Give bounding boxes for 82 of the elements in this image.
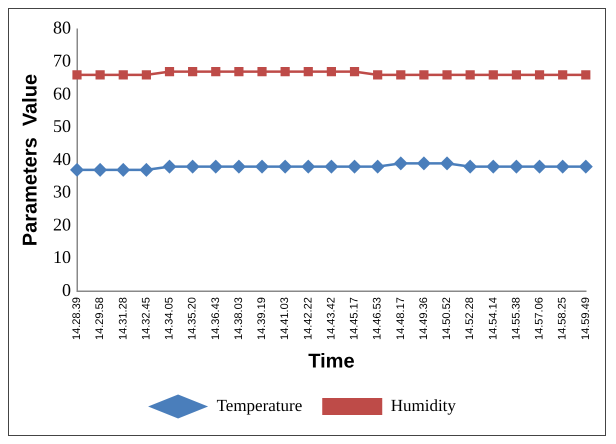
point xyxy=(188,67,198,76)
x-tick-label: 14.32.45 xyxy=(140,297,152,340)
x-tick-label: 14.35.20 xyxy=(186,297,199,340)
y-tick-label: 0 xyxy=(62,280,71,300)
point xyxy=(142,70,151,80)
point xyxy=(93,162,108,177)
point xyxy=(70,162,84,177)
point xyxy=(255,160,270,174)
legend-label: Temperature xyxy=(216,396,302,415)
x-tick-label: 14.49.36 xyxy=(418,297,430,340)
point xyxy=(72,70,82,80)
y-tick-label: 60 xyxy=(53,83,71,104)
point xyxy=(581,70,590,80)
x-tick-label: 14.58.25 xyxy=(556,297,569,340)
point xyxy=(232,160,246,174)
point xyxy=(326,67,336,76)
point xyxy=(416,156,431,170)
x-tick-label: 14.46.53 xyxy=(372,297,384,340)
x-tick-label: 14.36.43 xyxy=(210,297,222,340)
y-tick-label: 70 xyxy=(53,50,71,71)
point xyxy=(486,160,500,174)
y-axis-title: Parameters Value xyxy=(20,74,42,246)
point xyxy=(578,160,593,174)
x-tick-label: 14.41.03 xyxy=(279,297,292,340)
x-tick-label: 14.54.14 xyxy=(487,297,500,340)
y-tick-label: 50 xyxy=(53,116,71,136)
point xyxy=(396,70,406,80)
point xyxy=(558,70,568,80)
point xyxy=(278,160,292,174)
point xyxy=(556,160,570,174)
point xyxy=(324,160,338,174)
point xyxy=(440,156,454,170)
y-tick-label: 30 xyxy=(53,182,71,202)
point xyxy=(164,67,174,76)
point xyxy=(509,160,524,174)
point xyxy=(350,67,360,76)
point xyxy=(211,67,220,76)
x-tick-label: 14.42.22 xyxy=(302,297,314,340)
point xyxy=(96,70,105,80)
point xyxy=(208,160,223,174)
point xyxy=(257,67,267,76)
x-tick-label: 14.39.19 xyxy=(256,297,268,340)
point xyxy=(162,160,177,174)
point xyxy=(116,162,130,177)
point xyxy=(348,160,362,174)
x-tick-label: 14.29.58 xyxy=(94,297,106,340)
point xyxy=(512,70,522,80)
x-tick-label: 14.45.17 xyxy=(348,297,361,340)
point xyxy=(419,70,429,80)
point xyxy=(463,160,478,174)
x-tick-label: 14.31.28 xyxy=(117,297,130,340)
x-tick-label: 14.38.03 xyxy=(232,297,245,340)
point xyxy=(139,162,154,177)
y-tick-label: 10 xyxy=(53,247,71,268)
x-tick-label: 14.48.17 xyxy=(394,297,407,340)
point xyxy=(466,70,475,80)
x-tick-label: 14.28.39 xyxy=(71,297,84,340)
x-tick-label: 14.59.49 xyxy=(580,297,592,340)
point xyxy=(118,70,128,80)
point xyxy=(370,160,385,174)
point xyxy=(280,67,290,76)
x-tick-label: 14.52.28 xyxy=(464,297,476,340)
point xyxy=(442,70,452,80)
x-tick-label: 14.50.52 xyxy=(441,297,454,340)
point xyxy=(186,160,200,174)
point xyxy=(234,67,244,76)
point xyxy=(394,156,408,170)
point xyxy=(304,67,313,76)
x-tick-label: 14.55.38 xyxy=(510,297,522,340)
x-tick-label: 14.34.05 xyxy=(164,297,176,340)
x-tick-label: 14.57.06 xyxy=(534,297,546,340)
y-tick-label: 40 xyxy=(53,148,71,169)
point xyxy=(488,70,498,80)
y-tick-label: 80 xyxy=(53,18,71,38)
legend-label: Humidity xyxy=(390,396,456,415)
point xyxy=(373,70,382,80)
point xyxy=(534,70,544,80)
x-tick-label: 14.43.42 xyxy=(325,297,338,340)
point xyxy=(301,160,316,174)
y-tick-label: 20 xyxy=(53,214,71,234)
point xyxy=(532,160,547,174)
x-axis-title: Time xyxy=(308,350,355,373)
